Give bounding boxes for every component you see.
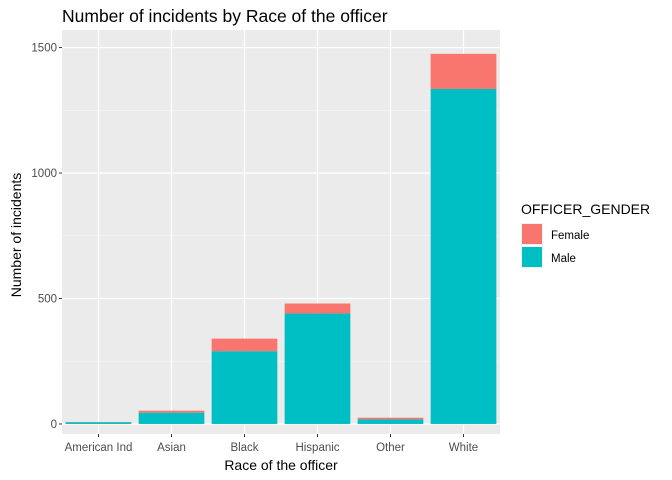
- x-tick-label: Hispanic: [295, 442, 339, 454]
- x-axis: American Ind Asian Black Hispanic Other White: [65, 434, 478, 454]
- bar-female: [211, 338, 278, 352]
- bar-male: [284, 313, 351, 424]
- bar-male: [138, 412, 205, 424]
- x-tick-label: Other: [376, 442, 405, 454]
- y-tick-label: 0: [51, 419, 57, 431]
- x-axis-title: Race of the officer: [224, 457, 338, 473]
- legend: OFFICER_GENDER Female Male: [521, 201, 650, 268]
- x-tick-label: White: [449, 442, 478, 454]
- bar-male: [211, 351, 278, 424]
- y-tick-label: 500: [38, 293, 57, 305]
- legend-label: Female: [551, 230, 589, 242]
- legend-label: Male: [551, 253, 576, 265]
- bar-male: [357, 419, 424, 424]
- legend-swatch-female: [522, 224, 542, 244]
- plot-panel: [62, 30, 500, 434]
- y-tick-label: 1000: [31, 168, 57, 180]
- y-tick-label: 1500: [31, 43, 57, 55]
- chart-title: Number of incidents by Race of the offic…: [62, 6, 388, 26]
- y-axis: 0 500 1000 1500: [31, 43, 62, 431]
- bar-female: [430, 53, 497, 89]
- bar-female: [138, 410, 205, 413]
- legend-swatch-male: [522, 247, 542, 267]
- x-tick-label: Asian: [157, 442, 186, 454]
- y-axis-title: Number of incidents: [8, 173, 24, 298]
- bar-female: [284, 303, 351, 314]
- x-tick-label: Black: [230, 442, 258, 454]
- bar-male: [65, 422, 132, 424]
- panel-background: [62, 30, 500, 434]
- bar-male: [430, 88, 497, 424]
- legend-title: OFFICER_GENDER: [521, 201, 650, 217]
- x-tick-label: American Ind: [65, 442, 133, 454]
- bar-female: [357, 417, 424, 420]
